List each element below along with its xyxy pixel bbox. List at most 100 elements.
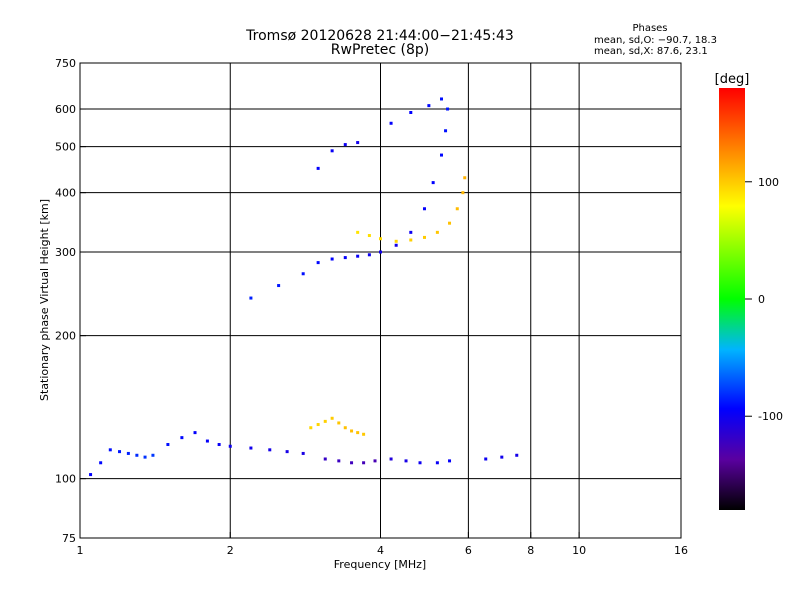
data-point xyxy=(330,257,334,261)
data-point xyxy=(440,97,444,101)
data-point xyxy=(362,461,366,465)
data-point xyxy=(389,457,393,461)
data-point xyxy=(444,129,448,133)
colorbar-tick-label: 100 xyxy=(758,176,779,189)
phase-info-x: mean, sd,X: 87.6, 23.1 xyxy=(594,46,708,57)
data-point xyxy=(427,104,431,108)
data-point xyxy=(394,243,398,247)
x-tick-label: 1 xyxy=(77,544,84,557)
data-point xyxy=(409,110,413,114)
data-point xyxy=(356,254,360,258)
data-point xyxy=(268,448,272,452)
x-tick-label: 6 xyxy=(465,544,472,557)
data-point xyxy=(330,416,334,420)
colorbar-tick-label: -100 xyxy=(758,410,783,423)
colorbar-tick-label: 0 xyxy=(758,293,765,306)
data-point xyxy=(285,450,289,454)
colorbar-ticks: 100 0 -100 xyxy=(745,176,783,423)
plot-points xyxy=(89,97,519,477)
data-point xyxy=(316,166,320,170)
y-tick-label: 500 xyxy=(55,141,76,154)
data-point xyxy=(367,234,371,238)
data-point xyxy=(180,436,184,440)
y-tick-label: 300 xyxy=(55,246,76,259)
data-point xyxy=(356,230,360,234)
data-point xyxy=(249,296,253,300)
data-point xyxy=(118,450,122,454)
data-point xyxy=(309,426,313,430)
data-point xyxy=(404,459,408,463)
data-point xyxy=(249,446,253,450)
data-point xyxy=(356,141,360,145)
data-point xyxy=(463,176,467,180)
data-point xyxy=(166,443,170,447)
data-point xyxy=(422,207,426,211)
x-tick-label: 8 xyxy=(527,544,534,557)
y-tick-label: 750 xyxy=(55,57,76,70)
x-tick-label: 4 xyxy=(377,544,384,557)
data-point xyxy=(337,421,341,425)
x-tick-label: 2 xyxy=(227,544,234,557)
x-axis-ticks: 1 2 4 6 8 10 16 xyxy=(77,532,688,557)
colorbar-unit: [deg] xyxy=(715,72,750,87)
x-tick-label: 16 xyxy=(674,544,688,557)
y-tick-label: 100 xyxy=(55,473,76,486)
data-point xyxy=(446,107,450,111)
data-point xyxy=(343,143,347,147)
data-point xyxy=(431,181,435,185)
chart-title-line2: RwPretec (8p) xyxy=(331,42,429,58)
data-point xyxy=(435,461,439,465)
data-point xyxy=(500,455,504,459)
data-point xyxy=(143,455,147,459)
data-point xyxy=(362,432,366,436)
data-point xyxy=(350,429,354,433)
y-tick-label: 200 xyxy=(55,330,76,343)
data-point xyxy=(409,230,413,234)
data-point xyxy=(418,461,422,465)
phase-info-heading: Phases xyxy=(632,23,667,34)
data-point xyxy=(89,473,93,477)
data-point xyxy=(379,250,382,254)
data-point xyxy=(435,230,439,234)
data-point xyxy=(343,256,347,260)
y-tick-label: 400 xyxy=(55,187,76,200)
data-point xyxy=(515,453,519,457)
data-point xyxy=(422,235,426,239)
data-point xyxy=(323,457,327,461)
data-point xyxy=(193,431,197,435)
data-point xyxy=(316,261,320,265)
chart-title-line1: Tromsø 20120628 21:44:00−21:45:43 xyxy=(245,28,514,44)
y-axis-label: Stationary phase Virtual Height [km] xyxy=(38,199,51,401)
x-axis-label: Frequency [MHz] xyxy=(334,558,426,571)
plot-grid xyxy=(80,63,681,538)
data-point xyxy=(448,459,452,463)
data-point xyxy=(394,239,398,243)
data-point xyxy=(323,419,327,423)
data-point xyxy=(301,451,305,455)
data-point xyxy=(356,431,360,435)
data-point xyxy=(367,253,371,257)
data-point xyxy=(337,459,341,463)
phase-info-o: mean, sd,O: −90.7, 18.3 xyxy=(594,35,717,46)
data-point xyxy=(343,426,347,430)
data-point xyxy=(228,444,232,448)
data-point xyxy=(316,423,320,427)
data-point xyxy=(409,238,413,242)
data-point xyxy=(135,453,139,457)
data-point xyxy=(389,121,393,125)
data-point xyxy=(440,153,444,157)
x-tick-label: 10 xyxy=(572,544,586,557)
data-point xyxy=(108,448,112,452)
data-point xyxy=(205,439,209,443)
data-point xyxy=(99,461,103,465)
data-point xyxy=(330,149,334,153)
data-point xyxy=(461,191,465,195)
data-point xyxy=(455,207,459,211)
data-point xyxy=(350,461,354,465)
data-point xyxy=(379,237,382,241)
data-point xyxy=(373,459,377,463)
data-point xyxy=(277,284,281,288)
data-point xyxy=(151,453,155,457)
data-point xyxy=(217,443,221,447)
